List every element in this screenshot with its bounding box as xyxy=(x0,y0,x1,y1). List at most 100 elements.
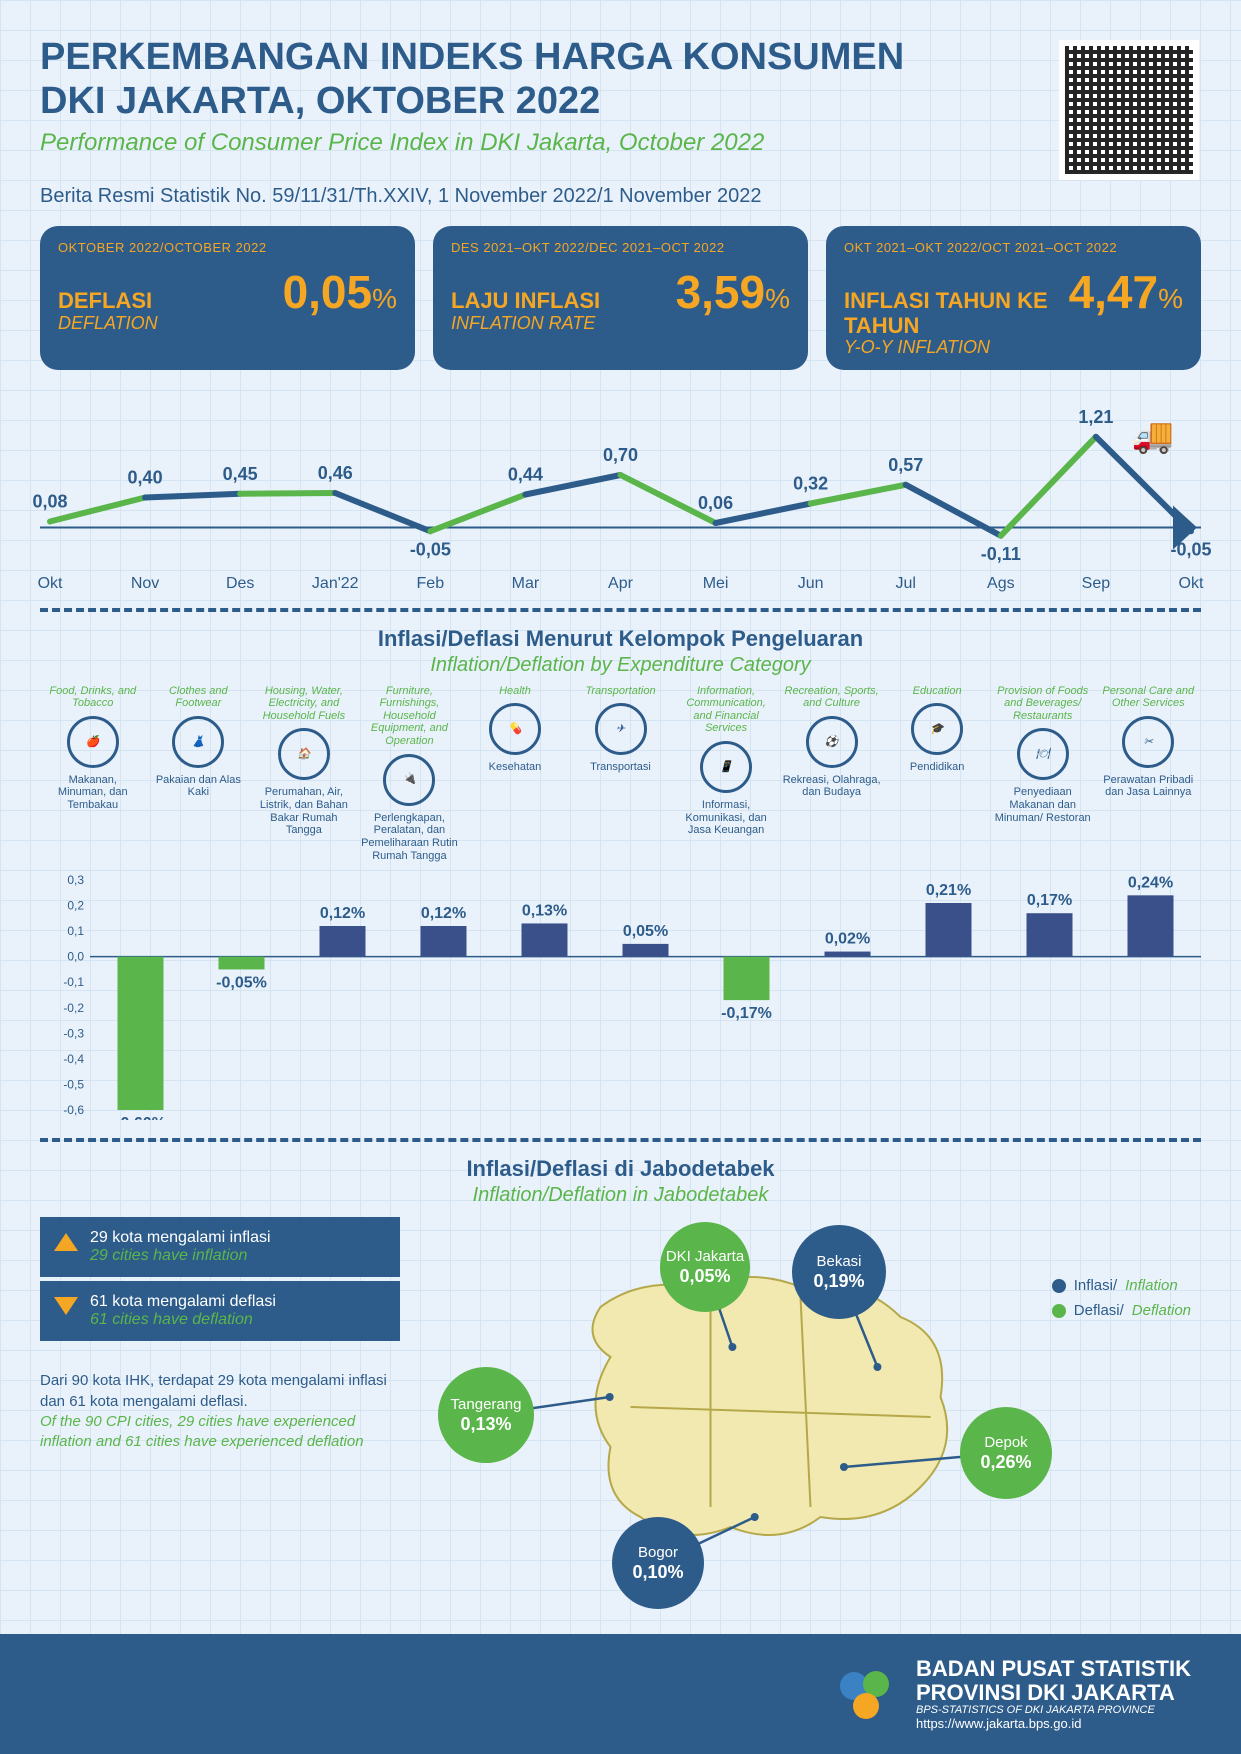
category-bar-label: 0,02% xyxy=(825,931,870,948)
page-title-line2: DKI JAKARTA, OKTOBER 2022 xyxy=(40,80,1201,124)
category-bar xyxy=(1128,896,1174,957)
kpi-card: DES 2021–OKT 2022/DEC 2021–OCT 2022 LAJU… xyxy=(433,226,808,369)
category-item: Information, Communication, and Financia… xyxy=(673,685,779,863)
category-bar xyxy=(926,903,972,957)
trend-month-label: Apr xyxy=(608,575,634,592)
bar-ytick: -0,6 xyxy=(63,1103,84,1117)
category-bar xyxy=(421,926,467,957)
footer-org-en: BPS-STATISTICS OF DKI JAKARTA PROVINCE xyxy=(916,1704,1191,1716)
trend-month-label: Jan'22 xyxy=(312,575,359,592)
summary-note: Dari 90 kota IHK, terdapat 29 kota menga… xyxy=(40,1371,400,1452)
bar-ytick: -0,3 xyxy=(63,1027,84,1041)
bar-ytick: 0,2 xyxy=(67,899,84,913)
inflation-count-en: 29 cities have inflation xyxy=(90,1247,271,1265)
category-icon: 🍎 xyxy=(67,716,119,768)
category-icon: 🏠 xyxy=(278,728,330,780)
category-en: Clothes and Footwear xyxy=(149,685,249,710)
bar-ytick: -0,5 xyxy=(63,1078,84,1092)
city-name: Bogor xyxy=(638,1544,678,1562)
inflation-count-id: 29 kota mengalami inflasi xyxy=(90,1229,271,1246)
category-en: Provision of Foods and Beverages/ Restau… xyxy=(993,685,1093,723)
footer-org2: PROVINSI DKI JAKARTA xyxy=(916,1681,1191,1704)
category-en: Education xyxy=(887,685,987,698)
city-name: Bekasi xyxy=(816,1253,861,1271)
kpi-card: OKTOBER 2022/OCTOBER 2022 DEFLASIDEFLATI… xyxy=(40,226,415,369)
category-en: Housing, Water, Electricity, and Househo… xyxy=(254,685,354,723)
category-section-subtitle: Inflation/Deflation by Expenditure Categ… xyxy=(40,654,1201,677)
kpi-value: 3,59% xyxy=(676,265,790,319)
trend-value-label: 0,45 xyxy=(223,463,258,483)
down-triangle-icon xyxy=(54,1297,78,1315)
jabo-section-subtitle: Inflation/Deflation in Jabodetabek xyxy=(40,1184,1201,1207)
trend-month-label: Okt xyxy=(38,575,63,592)
legend-deflation-id: Deflasi/ xyxy=(1074,1302,1124,1319)
jabo-section-title: Inflasi/Deflasi di Jabodetabek xyxy=(40,1156,1201,1182)
category-icon: 🍽 xyxy=(1017,728,1069,780)
category-item: Clothes and Footwear 👗 Pakaian dan Alas … xyxy=(146,685,252,863)
qr-code xyxy=(1059,40,1199,180)
category-bar-label: -0,05% xyxy=(216,975,267,992)
map-region-shape xyxy=(593,1277,948,1535)
category-id: Pendidikan xyxy=(887,761,987,774)
map-legend: Inflasi/ Inflation Deflasi/ Deflation xyxy=(1052,1277,1191,1327)
bar-ytick: -0,4 xyxy=(63,1052,84,1066)
category-item: Health 💊 Kesehatan xyxy=(462,685,568,863)
city-value: 0,10% xyxy=(632,1562,683,1584)
legend-deflation-en: Deflation xyxy=(1132,1302,1191,1319)
footer-url: https://www.jakarta.bps.go.id xyxy=(916,1716,1191,1731)
category-bar xyxy=(118,957,164,1110)
trend-month-label: Feb xyxy=(417,575,445,592)
category-icon: 🎓 xyxy=(911,703,963,755)
trend-value-label: -0,05 xyxy=(410,539,451,559)
separator xyxy=(40,608,1201,612)
city-bubble: Depok0,26% xyxy=(960,1407,1052,1499)
category-item: Education 🎓 Pendidikan xyxy=(884,685,990,863)
category-item: Recreation, Sports, and Culture ⚽ Rekrea… xyxy=(779,685,885,863)
bar-ytick: -0,1 xyxy=(63,976,84,990)
category-en: Health xyxy=(465,685,565,698)
trend-value-label: 0,46 xyxy=(318,463,353,483)
category-bar-label: 0,05% xyxy=(623,923,668,940)
summary-note-id: Dari 90 kota IHK, terdapat 29 kota menga… xyxy=(40,1372,387,1409)
trend-value-label: 1,21 xyxy=(1078,406,1113,426)
category-icon: 👗 xyxy=(172,716,224,768)
category-bar xyxy=(320,926,366,957)
city-bubble: DKI Jakarta0,05% xyxy=(660,1222,750,1312)
kpi-cards: OKTOBER 2022/OCTOBER 2022 DEFLASIDEFLATI… xyxy=(40,226,1201,369)
trend-month-label: Mar xyxy=(512,575,540,592)
category-icon: ⚽ xyxy=(806,716,858,768)
category-bar-chart: 0,30,20,10,0-0,1-0,2-0,3-0,4-0,5-0,6-0,6… xyxy=(40,870,1201,1120)
category-bar-label: 0,17% xyxy=(1027,893,1072,910)
monthly-trend-chart: 0,080,400,450,46-0,050,440,700,060,320,5… xyxy=(40,400,1201,590)
kpi-value: 4,47% xyxy=(1069,265,1183,319)
category-bar xyxy=(522,924,568,957)
trend-month-label: Nov xyxy=(131,575,159,592)
category-bar xyxy=(724,957,770,1000)
kpi-card: OKT 2021–OKT 2022/OCT 2021–OCT 2022 INFL… xyxy=(826,226,1201,369)
bps-logo-icon xyxy=(834,1662,898,1726)
category-bar-label: 0,24% xyxy=(1128,875,1173,892)
kpi-label: LAJU INFLASIINFLATION RATE xyxy=(451,289,600,333)
category-id: Transportasi xyxy=(571,761,671,774)
legend-inflation-en: Inflation xyxy=(1125,1277,1178,1294)
category-id: Penyediaan Makanan dan Minuman/ Restoran xyxy=(993,786,1093,824)
category-bar-label: -0,17% xyxy=(721,1005,772,1022)
reference-line: Berita Resmi Statistik No. 59/11/31/Th.X… xyxy=(40,185,1201,208)
category-icon: ✂ xyxy=(1122,716,1174,768)
trend-month-label: Des xyxy=(226,575,254,592)
category-section-title: Inflasi/Deflasi Menurut Kelompok Pengelu… xyxy=(40,626,1201,652)
category-id: Rekreasi, Olahraga, dan Budaya xyxy=(782,774,882,799)
category-en: Furniture, Furnishings, Household Equipm… xyxy=(360,685,460,748)
deflation-count-en: 61 cities have deflation xyxy=(90,1311,276,1329)
city-name: DKI Jakarta xyxy=(666,1248,744,1266)
category-id: Makanan, Minuman, dan Tembakau xyxy=(43,774,143,812)
jabodetabek-map: Inflasi/ Inflation Deflasi/ Deflation Ta… xyxy=(420,1217,1201,1597)
category-id: Pakaian dan Alas Kaki xyxy=(149,774,249,799)
category-bar-label: -0,60% xyxy=(115,1115,166,1120)
city-value: 0,05% xyxy=(679,1266,730,1288)
trend-month-label: Jun xyxy=(798,575,824,592)
category-bar-label: 0,12% xyxy=(320,905,365,922)
deflation-count-id: 61 kota mengalami deflasi xyxy=(90,1293,276,1310)
kpi-period: OKTOBER 2022/OCTOBER 2022 xyxy=(58,240,397,255)
footer: BADAN PUSAT STATISTIK PROVINSI DKI JAKAR… xyxy=(0,1634,1241,1754)
